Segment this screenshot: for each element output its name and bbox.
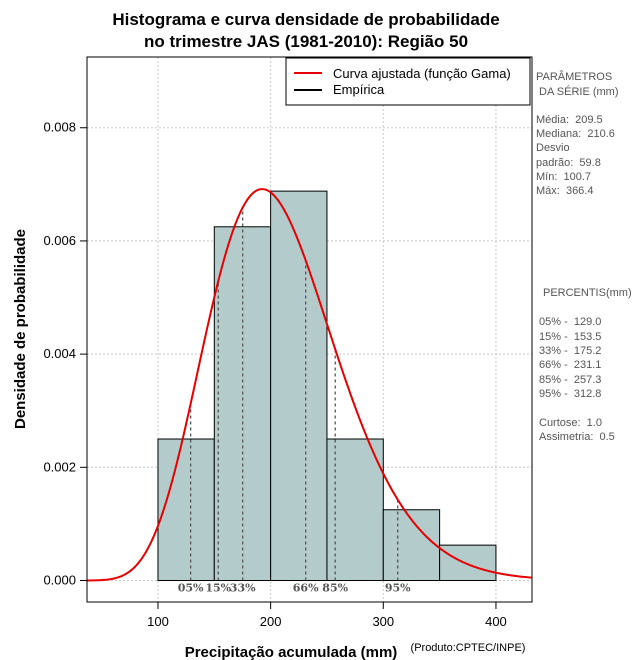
legend-empirical-label: Empírica [333, 82, 385, 97]
y-tick-label: 0.002 [43, 459, 76, 474]
percentil-05: 05% - 129.0 [539, 316, 602, 328]
x-axis-label: Precipitação acumulada (mm) [185, 644, 398, 660]
percentile-label-85: 85% [322, 581, 348, 594]
y-tick-label: 0.000 [43, 572, 76, 587]
percentil-85: 85% - 257.3 [539, 374, 602, 386]
x-tick-label: 200 [260, 614, 282, 629]
legend-box [285, 57, 531, 106]
product-credit: (Produto:CPTEC/INPE) [411, 642, 526, 654]
stat-media: Média: 209.5 [536, 114, 603, 126]
percentile-label-15: 15% [205, 581, 231, 594]
percentile-label-33: 33% [230, 581, 256, 594]
histogram-bars [157, 190, 497, 581]
legend: Curva ajustada (função Gama) Empírica [285, 57, 531, 106]
histogram-bar-1 [157, 438, 215, 581]
chart-title-line1: Histograma e curva densidade de probabil… [112, 10, 499, 29]
histogram-bar-3 [270, 190, 328, 581]
percentile-labels: 05% 15%33% 66% 85% 95% [178, 581, 411, 594]
percentile-label-95: 95% [385, 581, 411, 594]
y-tick-label: 0.004 [43, 346, 76, 361]
chart-title-line2: no trimestre JAS (1981-2010): Região 50 [144, 32, 468, 51]
percentile-lines [189, 207, 399, 581]
y-tick-label: 0.008 [43, 120, 76, 135]
stat-mediana: Mediana: 210.6 [536, 128, 615, 140]
histogram-bar-6 [439, 544, 497, 581]
percentile-label-66: 66% [293, 581, 319, 594]
percentil-15: 15% - 153.5 [539, 331, 602, 343]
stat-min: Mín: 100.7 [536, 171, 592, 183]
x-tick-label: 300 [372, 614, 394, 629]
gamma-density-curve [86, 188, 533, 582]
y-tick-label: 0.006 [43, 233, 76, 248]
percentis-header: PERCENTIS(mm) [543, 287, 632, 299]
stat-assimetria: Assimetria: 0.5 [539, 431, 615, 443]
histogram-bar-5 [382, 509, 441, 581]
x-tick-label: 100 [147, 614, 169, 629]
y-axis-label: Densidade de probabilidade [12, 229, 29, 429]
params-header: PARÂMETROS DA SÉRIE (mm) [536, 71, 619, 98]
legend-curve-label: Curva ajustada (função Gama) [333, 66, 511, 81]
y-axis: 0.000 0.002 0.004 0.006 0.008 [43, 120, 88, 587]
x-axis: 100 200 300 400 [147, 601, 507, 629]
percentil-66: 66% - 231.1 [539, 359, 602, 371]
percentile-label-05: 05% [178, 581, 204, 594]
stat-desvio: Desvio padrão: 59.8 [536, 142, 601, 169]
histogram-bar-4 [326, 438, 384, 581]
percentil-33: 33% - 175.2 [539, 345, 602, 357]
stat-max: Máx: 366.4 [536, 185, 594, 197]
percentil-95: 95% - 312.8 [539, 388, 602, 400]
x-tick-label: 400 [485, 614, 507, 629]
stat-curtose: Curtose: 1.0 [539, 417, 602, 429]
